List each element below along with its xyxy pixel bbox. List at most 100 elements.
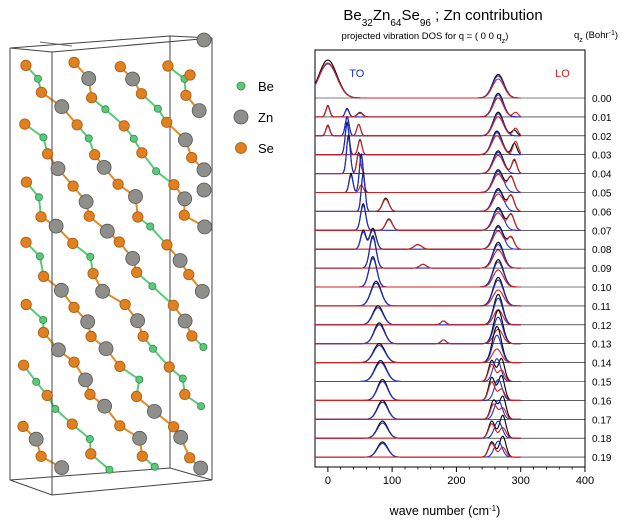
zn-atom [95, 283, 110, 299]
se-atom [161, 239, 173, 251]
q-value-label: 0.06 [592, 207, 612, 218]
be-atom [146, 222, 155, 231]
dos-row: 0.06 [315, 171, 612, 218]
crystal-atoms [17, 32, 213, 476]
legend-label-be: Be [258, 79, 274, 94]
se-atom [67, 180, 79, 192]
dos-curve-red [315, 328, 521, 345]
se-atom [84, 388, 96, 400]
be-atom [51, 404, 60, 413]
zn-atom [177, 132, 193, 148]
se-atom [71, 119, 83, 131]
se-atom [162, 60, 174, 72]
be-atom-icon [236, 81, 246, 91]
dos-curve-red [314, 62, 521, 99]
dos-row: 0.07 [315, 202, 612, 237]
se-atom [161, 116, 173, 128]
chart-subtitle: projected vibration DOS for q = ( 0 0 qz… [342, 31, 509, 45]
se-atom [86, 92, 98, 104]
legend-item-se: Se [235, 141, 274, 156]
se-atom [136, 450, 148, 462]
dos-curve-red [315, 97, 522, 118]
dos-curve-red [315, 230, 521, 250]
be-atom [85, 434, 94, 443]
dos-curve-red [315, 152, 522, 175]
zn-atom [125, 250, 141, 266]
x-tick-label: 100 [383, 475, 401, 487]
crystal-structure [9, 32, 213, 496]
dos-curve-black [315, 225, 521, 250]
dos-curve-red [315, 348, 521, 364]
dos-row: 0.14 [315, 325, 612, 370]
se-atom [168, 421, 180, 433]
be-atom [150, 462, 159, 471]
se-atom [168, 179, 180, 191]
q-value-label: 0.09 [592, 264, 612, 275]
zn-atom [197, 219, 213, 235]
dos-chart: Be32Zn64Se96 ; Zn contribution projected… [314, 7, 618, 519]
x-tick-label: 0 [325, 475, 331, 487]
q-value-label: 0.03 [592, 151, 612, 162]
be-atom [178, 374, 187, 383]
q-value-label: 0.07 [592, 226, 612, 237]
zn-atom [193, 460, 209, 476]
se-atom [83, 210, 95, 222]
zn-atom [196, 162, 212, 178]
q-value-label: 0.14 [592, 359, 612, 370]
dos-curve-black [315, 395, 521, 420]
be-atom [129, 134, 138, 143]
zn-atom [196, 32, 212, 48]
se-atom [167, 299, 179, 311]
dos-row: 0.16 [315, 374, 612, 407]
se-atom [135, 88, 147, 100]
q-value-label: 0.12 [592, 321, 612, 332]
dos-curve-red [315, 289, 521, 307]
dos-row: 0.04 [315, 133, 612, 181]
q-value-label: 0.00 [592, 94, 612, 105]
se-atom [20, 59, 32, 72]
se-atom [186, 152, 198, 164]
be-atom [135, 375, 144, 384]
se-atom [137, 330, 149, 342]
dos-row: 0.09 [315, 235, 612, 275]
dos-curve-black [315, 325, 521, 364]
q-column-header: qz (Bohr-1) [574, 30, 618, 44]
dos-row: 0.00 [314, 59, 612, 105]
x-axis-label: wave number (cm-1) [389, 504, 501, 519]
be-atom [32, 377, 41, 386]
dos-curve-red [315, 363, 521, 383]
se-atom [68, 356, 80, 368]
se-atom [41, 389, 53, 401]
dos-row: 0.05 [315, 152, 612, 200]
se-atom [118, 120, 130, 132]
se-atom [130, 390, 143, 402]
dos-curve-red [315, 193, 521, 212]
be-atom [148, 344, 157, 353]
se-atom [119, 298, 131, 311]
dos-curve-black [315, 374, 521, 401]
dos-curve-red [315, 269, 521, 288]
dos-row: 0.19 [315, 435, 612, 464]
zn-atom [98, 341, 114, 357]
dos-rows: TO LO 0.00 0.01 0.02 0.03 0.04 0.05 0.06 0.07 0.08… [314, 59, 612, 464]
zn-atom [191, 103, 207, 118]
be-atom [153, 104, 162, 113]
mode-label-to: TO [349, 68, 365, 80]
se-atom [68, 56, 80, 69]
se-atom [184, 69, 196, 81]
se-atom [66, 418, 78, 430]
x-tick-label: 300 [512, 475, 530, 487]
zn-atom [51, 342, 66, 358]
zn-atom [146, 403, 162, 419]
be-atom [152, 167, 161, 176]
zn-atom [54, 99, 70, 115]
q-value-label: 0.02 [592, 132, 612, 143]
q-value-label: 0.18 [592, 434, 612, 445]
zn-atom [54, 282, 69, 298]
se-atom [67, 237, 79, 249]
se-atom [87, 267, 99, 280]
x-tick-label: 200 [447, 475, 465, 487]
se-atom [20, 298, 32, 311]
se-atom [37, 270, 50, 282]
